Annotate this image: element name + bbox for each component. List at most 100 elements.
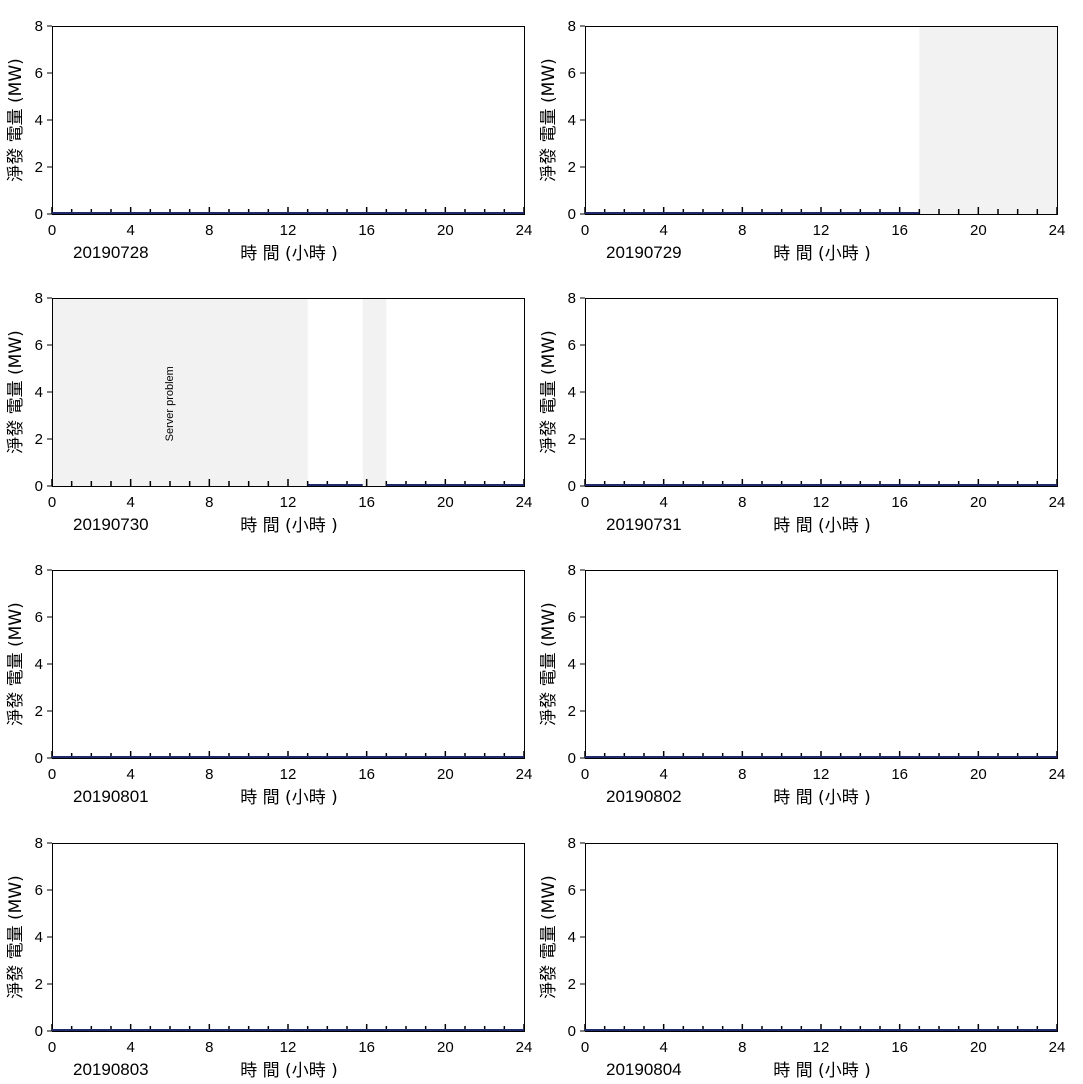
y-tick-label: 8 (35, 835, 43, 852)
plot-frame (52, 843, 525, 1032)
x-tick-label: 8 (738, 1039, 746, 1056)
x-tick-label: 20 (437, 494, 454, 511)
x-tick-label: 20 (970, 766, 987, 783)
x-tick-label: 24 (516, 494, 533, 511)
x-tick-label: 24 (516, 1039, 533, 1056)
y-tick-label: 0 (35, 478, 43, 495)
x-tick-label: 16 (358, 494, 375, 511)
x-tick-label: 0 (48, 1039, 56, 1056)
x-tick-label: 4 (659, 494, 667, 511)
y-tick-label: 2 (568, 703, 576, 720)
y-axis-title: 淨發 電量 (MW) (539, 602, 559, 726)
x-tick-label: 8 (205, 766, 213, 783)
x-tick-label: 4 (126, 766, 134, 783)
date-label: 20190730 (73, 515, 149, 534)
y-tick-label: 0 (35, 1023, 43, 1040)
y-tick-label: 4 (568, 384, 576, 401)
y-tick-label: 2 (568, 431, 576, 448)
x-tick-label: 4 (659, 1039, 667, 1056)
x-tick-label: 24 (1049, 494, 1066, 511)
x-tick-label: 12 (813, 494, 830, 511)
y-tick-label: 2 (35, 976, 43, 993)
x-axis-title: 時 間 (小時 ) (240, 788, 337, 808)
x-tick-label: 12 (813, 1039, 830, 1056)
x-tick-label: 12 (280, 222, 297, 239)
x-tick-label: 12 (280, 1039, 297, 1056)
y-tick-label: 0 (568, 478, 576, 495)
x-tick-label: 0 (581, 494, 589, 511)
y-tick-label: 8 (568, 290, 576, 307)
x-tick-label: 4 (659, 766, 667, 783)
x-tick-label: 16 (358, 222, 375, 239)
outage-shaded-region (362, 298, 387, 486)
x-tick-label: 16 (358, 766, 375, 783)
y-axis-title: 淨發 電量 (MW) (539, 875, 559, 999)
plot-frame (585, 843, 1058, 1032)
x-axis-title: 時 間 (小時 ) (240, 516, 337, 536)
y-tick-label: 0 (35, 206, 43, 223)
x-tick-label: 8 (738, 766, 746, 783)
y-tick-label: 0 (568, 750, 576, 767)
x-tick-label: 16 (358, 1039, 375, 1056)
date-label: 20190802 (606, 787, 682, 806)
y-tick-label: 6 (35, 882, 43, 899)
y-tick-label: 0 (568, 206, 576, 223)
x-axis-title: 時 間 (小時 ) (240, 244, 337, 264)
date-label: 20190804 (606, 1060, 682, 1079)
x-tick-label: 12 (280, 494, 297, 511)
date-label: 20190803 (73, 1060, 149, 1079)
x-tick-label: 8 (738, 222, 746, 239)
x-axis-title: 時 間 (小時 ) (773, 244, 870, 264)
y-tick-label: 4 (35, 112, 43, 129)
x-tick-label: 0 (581, 766, 589, 783)
y-tick-label: 8 (568, 18, 576, 35)
plot-frame (52, 570, 525, 759)
plot-frame (585, 26, 1058, 215)
y-tick-label: 8 (35, 562, 43, 579)
x-tick-label: 12 (813, 766, 830, 783)
plot-frame (52, 26, 525, 215)
y-tick-label: 2 (35, 159, 43, 176)
y-tick-label: 0 (35, 750, 43, 767)
y-tick-label: 8 (35, 290, 43, 307)
x-tick-label: 16 (891, 222, 908, 239)
date-label: 20190728 (73, 243, 149, 262)
date-label: 20190731 (606, 515, 682, 534)
x-tick-label: 16 (891, 494, 908, 511)
outage-shaded-region (919, 26, 1057, 214)
y-tick-label: 6 (568, 65, 576, 82)
x-tick-label: 4 (126, 494, 134, 511)
x-axis-title: 時 間 (小時 ) (773, 1061, 870, 1081)
x-tick-label: 12 (280, 766, 297, 783)
y-tick-label: 4 (568, 656, 576, 673)
y-tick-label: 4 (568, 929, 576, 946)
y-tick-label: 2 (568, 159, 576, 176)
x-tick-label: 0 (581, 1039, 589, 1056)
x-tick-label: 12 (813, 222, 830, 239)
x-tick-label: 16 (891, 1039, 908, 1056)
plot-frame (585, 298, 1058, 487)
x-tick-label: 0 (48, 766, 56, 783)
y-axis-title: 淨發 電量 (MW) (539, 330, 559, 454)
y-tick-label: 2 (35, 431, 43, 448)
date-label: 20190801 (73, 787, 149, 806)
y-tick-label: 2 (568, 976, 576, 993)
y-axis-title: 淨發 電量 (MW) (6, 330, 26, 454)
y-tick-label: 8 (568, 562, 576, 579)
x-tick-label: 8 (205, 222, 213, 239)
x-tick-label: 20 (437, 222, 454, 239)
x-tick-label: 8 (738, 494, 746, 511)
y-tick-label: 6 (35, 65, 43, 82)
x-tick-label: 0 (581, 222, 589, 239)
x-tick-label: 24 (516, 222, 533, 239)
x-tick-label: 4 (659, 222, 667, 239)
y-tick-label: 8 (568, 835, 576, 852)
y-axis-title: 淨發 電量 (MW) (6, 602, 26, 726)
y-tick-label: 6 (568, 609, 576, 626)
x-tick-label: 4 (126, 1039, 134, 1056)
x-tick-label: 8 (205, 494, 213, 511)
